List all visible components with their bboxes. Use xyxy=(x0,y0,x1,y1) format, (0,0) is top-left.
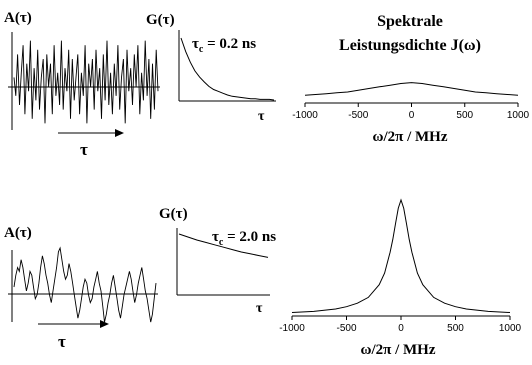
correlation-panel-top: G(τ) τc = 0.2 ns τ xyxy=(146,12,276,124)
noise-bottom-series-line xyxy=(13,246,157,323)
correlation-bottom-ylabel: G(τ) xyxy=(159,206,188,222)
spectrum-top-ticks: -1000 -500 0 500 1000 xyxy=(292,103,530,121)
spectrum-bottom-series-line xyxy=(291,198,511,313)
spectrum-top-series-line xyxy=(304,82,519,96)
correlation-top-xlabel: τ xyxy=(258,109,265,124)
correlation-bottom-series-line xyxy=(178,233,269,258)
correlation-top-series-line xyxy=(180,37,275,101)
x-tick-label: -1000 xyxy=(279,323,305,334)
spectrum-bottom-ticks: -1000 -500 0 500 1000 xyxy=(279,316,522,334)
noise-bottom-xlabel: τ xyxy=(58,332,66,351)
correlation-top-ylabel: G(τ) xyxy=(146,12,175,28)
x-tick-label: -1000 xyxy=(292,110,318,121)
correlation-bottom-xlabel: τ xyxy=(256,301,263,316)
noise-panel-bottom: A(τ) τ xyxy=(4,225,158,351)
noise-top-series-line xyxy=(13,40,159,124)
x-tick-label: 1000 xyxy=(499,323,522,334)
noise-top-ylabel: A(τ) xyxy=(4,10,32,26)
spectrum-bottom-xlabel: ω/2π / MHz xyxy=(361,342,436,358)
x-tick-label: 500 xyxy=(447,323,464,334)
noise-top-xlabel: τ xyxy=(80,140,88,159)
spectrum-top-xlabel: ω/2π / MHz xyxy=(373,129,448,145)
x-tick-label: -500 xyxy=(348,110,368,121)
spectrum-top-title-line1: Spektrale xyxy=(377,13,443,30)
x-tick-label: 500 xyxy=(456,110,473,121)
spectrum-top-title-line2: Leistungsdichte J(ω) xyxy=(339,37,481,54)
correlation-top-annotation: τc = 0.2 ns xyxy=(192,36,256,55)
noise-bottom-tau-arrowhead xyxy=(100,320,109,328)
noise-panel-top: A(τ) τ xyxy=(4,10,160,159)
x-tick-label: 0 xyxy=(398,323,404,334)
correlation-bottom-annotation: τc = 2.0 ns xyxy=(212,229,276,248)
x-tick-label: -500 xyxy=(336,323,356,334)
spectrum-panel-top: Spektrale Leistungsdichte J(ω) -1000 -500… xyxy=(292,13,529,145)
x-tick-label: 1000 xyxy=(507,110,530,121)
noise-bottom-ylabel: A(τ) xyxy=(4,225,32,241)
spectrum-panel-bottom: -1000 -500 0 500 1000 ω/2π / MHz xyxy=(279,198,522,358)
x-tick-label: 0 xyxy=(409,110,415,121)
noise-top-tau-arrowhead xyxy=(115,129,124,137)
correlation-panel-bottom: G(τ) τc = 2.0 ns τ xyxy=(159,206,276,316)
